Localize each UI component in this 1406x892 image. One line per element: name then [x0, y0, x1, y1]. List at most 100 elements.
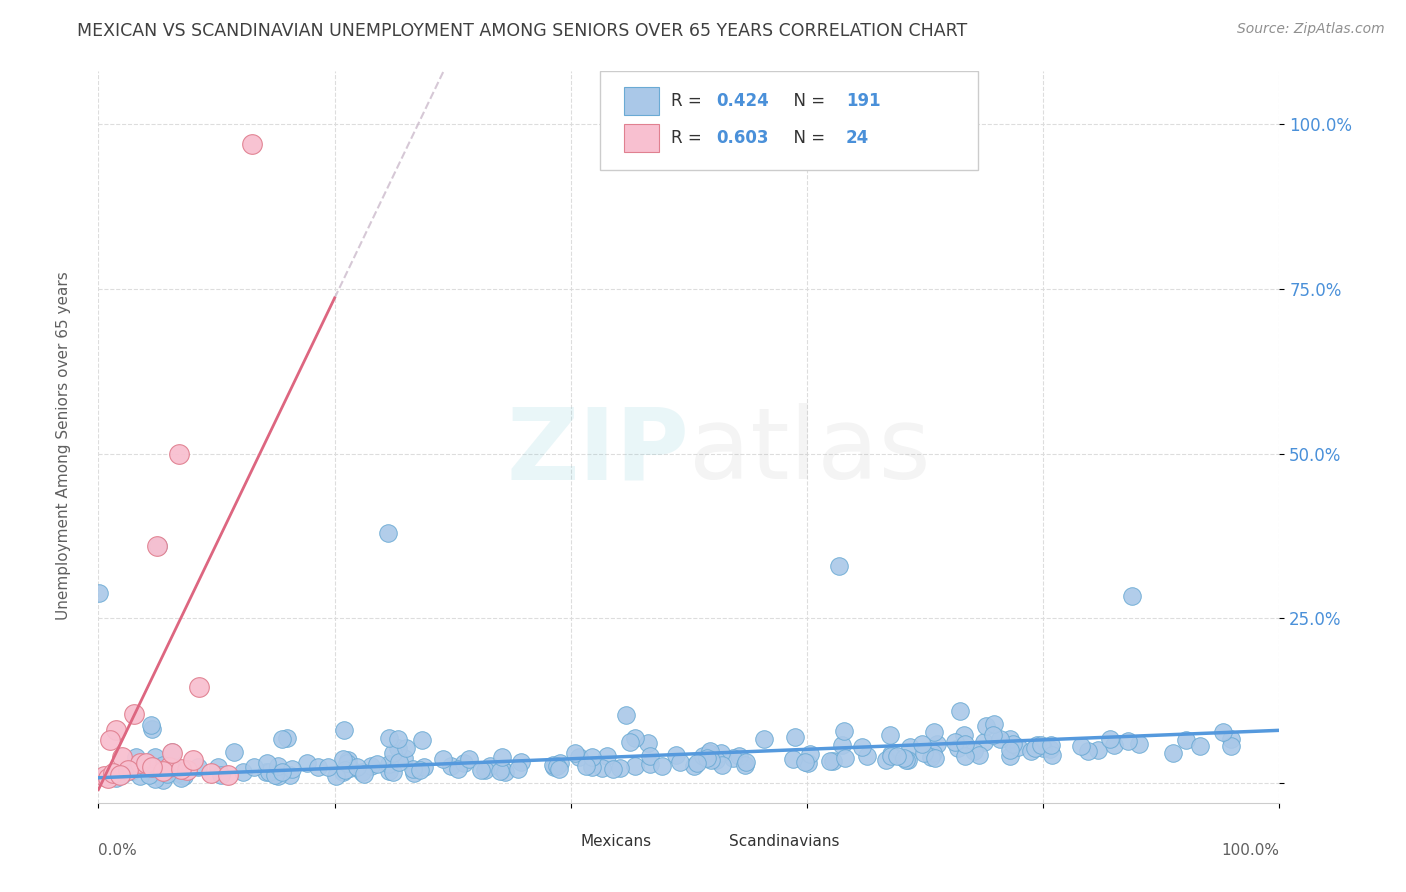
- Point: [155, 767, 177, 781]
- Point: [547, 762, 569, 776]
- Point: [382, 765, 405, 780]
- Text: MEXICAN VS SCANDINAVIAN UNEMPLOYMENT AMONG SENIORS OVER 65 YEARS CORRELATION CHA: MEXICAN VS SCANDINAVIAN UNEMPLOYMENT AMO…: [77, 22, 967, 40]
- Point: [949, 704, 972, 718]
- Point: [276, 731, 298, 745]
- Point: [973, 735, 995, 749]
- Point: [333, 763, 356, 777]
- Point: [953, 737, 976, 751]
- Point: [271, 764, 294, 779]
- Point: [111, 749, 134, 764]
- Point: [818, 755, 841, 769]
- Text: 0.424: 0.424: [716, 93, 769, 111]
- Point: [1087, 743, 1109, 757]
- Bar: [624, 87, 659, 115]
- Point: [494, 764, 516, 779]
- Point: [350, 765, 373, 780]
- Point: [170, 762, 193, 776]
- Point: [267, 759, 290, 773]
- Point: [546, 759, 568, 773]
- Point: [799, 747, 821, 761]
- Point: [135, 756, 157, 771]
- Point: [924, 750, 946, 764]
- Point: [728, 748, 751, 763]
- Point: [138, 768, 160, 782]
- Point: [242, 760, 264, 774]
- Point: [488, 764, 510, 779]
- Point: [943, 735, 966, 749]
- Point: [669, 755, 692, 769]
- Point: [152, 773, 174, 788]
- Point: [692, 749, 714, 764]
- Point: [651, 758, 673, 772]
- Point: [564, 747, 586, 761]
- Point: [360, 759, 382, 773]
- Point: [1220, 731, 1243, 746]
- Point: [974, 719, 997, 733]
- Text: Scandinavians: Scandinavians: [730, 834, 839, 849]
- Point: [832, 723, 855, 738]
- Point: [541, 758, 564, 772]
- Point: [87, 585, 110, 599]
- Point: [1099, 731, 1122, 746]
- Point: [141, 759, 163, 773]
- Point: [1007, 739, 1029, 754]
- Point: [395, 741, 418, 756]
- Point: [1212, 724, 1234, 739]
- Point: [187, 681, 209, 695]
- Point: [856, 748, 879, 763]
- Point: [167, 766, 190, 780]
- Point: [912, 747, 935, 761]
- Point: [200, 766, 222, 780]
- Point: [998, 731, 1021, 746]
- Point: [922, 746, 945, 760]
- Point: [1040, 747, 1063, 762]
- Point: [880, 748, 903, 763]
- Point: [181, 753, 204, 767]
- Point: [581, 749, 603, 764]
- Point: [1175, 733, 1198, 747]
- Point: [953, 749, 976, 764]
- Point: [697, 747, 720, 761]
- Point: [575, 759, 598, 773]
- Point: [378, 756, 401, 771]
- Point: [543, 759, 565, 773]
- Point: [270, 732, 292, 747]
- Point: [128, 769, 150, 783]
- Point: [101, 766, 124, 780]
- Point: [346, 760, 368, 774]
- Point: [143, 750, 166, 764]
- Point: [170, 771, 193, 785]
- Text: N =: N =: [783, 129, 831, 147]
- Point: [911, 737, 934, 751]
- Point: [509, 756, 531, 770]
- Point: [316, 759, 339, 773]
- Point: [782, 752, 804, 766]
- Point: [402, 762, 425, 776]
- Point: [152, 764, 174, 779]
- Point: [111, 768, 134, 782]
- Point: [953, 728, 976, 742]
- Point: [638, 757, 661, 772]
- Point: [898, 739, 921, 754]
- Point: [828, 559, 851, 574]
- Point: [254, 765, 277, 780]
- Point: [388, 755, 411, 769]
- Point: [1121, 589, 1143, 603]
- Point: [105, 723, 128, 738]
- Point: [963, 744, 986, 758]
- Point: [440, 759, 463, 773]
- Point: [124, 750, 146, 764]
- Point: [614, 708, 637, 723]
- Point: [217, 768, 239, 782]
- Point: [998, 748, 1021, 763]
- Text: R =: R =: [671, 129, 707, 147]
- Point: [381, 746, 404, 760]
- Bar: [624, 124, 659, 152]
- Point: [831, 738, 853, 752]
- Point: [387, 740, 409, 755]
- Point: [700, 753, 723, 767]
- Text: N =: N =: [783, 93, 831, 111]
- Point: [209, 768, 232, 782]
- Bar: [547, 833, 574, 849]
- Point: [97, 771, 120, 785]
